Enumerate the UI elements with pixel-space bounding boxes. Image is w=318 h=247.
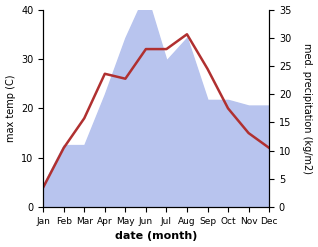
Y-axis label: max temp (C): max temp (C) <box>5 75 16 142</box>
Y-axis label: med. precipitation (kg/m2): med. precipitation (kg/m2) <box>302 43 313 174</box>
X-axis label: date (month): date (month) <box>115 231 197 242</box>
